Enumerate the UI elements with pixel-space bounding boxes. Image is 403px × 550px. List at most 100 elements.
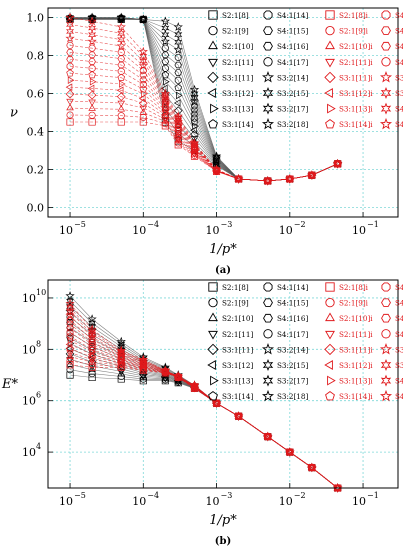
series-line <box>69 340 338 489</box>
legend-marker <box>208 58 218 68</box>
x-tick-label-exp: −1 <box>367 491 379 500</box>
legend-marker <box>262 374 274 387</box>
series-line <box>69 315 338 489</box>
data-point <box>88 373 96 382</box>
data-point <box>87 16 97 26</box>
legend-item: S4:1[15]i <box>381 26 403 36</box>
data-point <box>88 327 97 337</box>
legend-marker <box>207 88 216 98</box>
y-tick-label: 10 <box>22 395 36 408</box>
data-point <box>67 76 75 84</box>
data-point <box>139 51 148 61</box>
data-point <box>307 462 317 472</box>
legend-item: S3:2[15]i <box>380 358 403 372</box>
chart-panel-0: 10 −5 10 −4 10 −3 10 −2 10 −10.00.20.40.60.81.01/… <box>10 7 399 276</box>
data-point <box>139 56 148 66</box>
y-tick-label: 0.6 <box>27 88 45 101</box>
legend-item: S4:1[15] <box>263 26 308 36</box>
legend-marker <box>208 119 218 129</box>
data-point <box>174 29 183 40</box>
x-tick-label: 10 <box>132 495 146 508</box>
legend-label: S3:2[15] <box>277 89 308 98</box>
legend-item: S3:1[14] <box>208 391 253 401</box>
data-point <box>161 58 170 65</box>
data-point <box>87 350 95 359</box>
legend-label: S3:1[12]i <box>339 361 373 370</box>
data-point <box>189 380 200 390</box>
data-point <box>88 99 96 107</box>
data-point <box>190 93 199 103</box>
legend-marker <box>325 297 335 308</box>
legend-item: S3:1[12]i <box>324 360 373 370</box>
data-point <box>138 46 148 56</box>
legend-label: S3:2[14]i <box>395 73 403 82</box>
data-point <box>117 67 125 75</box>
legend-label: S4:1[14]i <box>395 283 403 292</box>
legend-marker <box>381 298 391 307</box>
data-point <box>189 138 200 147</box>
x-tick-label-exp: −3 <box>221 220 233 229</box>
data-point <box>65 344 73 353</box>
data-point <box>190 89 199 99</box>
data-point <box>66 69 74 77</box>
data-point <box>89 77 97 86</box>
legend-label: S3:2[17] <box>277 105 308 114</box>
legend-marker <box>208 10 218 20</box>
legend-item: S3:1[11] <box>207 71 253 84</box>
legend-item: S3:1[14]i <box>325 119 373 129</box>
legend-item: S3:1[13]i <box>327 103 373 114</box>
legend-marker <box>381 313 391 323</box>
data-point <box>66 350 74 357</box>
data-point <box>88 357 96 365</box>
legend-label: S2:1[11]i <box>339 58 373 67</box>
data-point <box>333 483 342 493</box>
data-point <box>66 62 74 70</box>
data-point <box>138 60 148 70</box>
legend-label: S3:2[14]i <box>395 345 403 354</box>
legend-label: S4:1[17]i <box>395 58 403 67</box>
data-point <box>173 106 183 115</box>
data-point <box>173 44 183 54</box>
data-point <box>66 118 74 126</box>
x-tick-label-exp: −4 <box>147 220 159 229</box>
series-line <box>69 303 338 489</box>
legend-label: S3:1[11] <box>222 345 253 354</box>
series-line <box>70 352 338 489</box>
legend-item: S4:1[16] <box>263 313 308 323</box>
data-point <box>161 91 170 101</box>
data-point <box>138 14 148 24</box>
legend-item: S4:2[18]i <box>379 117 403 130</box>
data-point <box>87 90 97 100</box>
data-point <box>211 164 222 174</box>
data-point <box>333 158 343 168</box>
legend-marker <box>380 358 392 372</box>
y-tick-label-exp: 8 <box>36 339 41 348</box>
data-point <box>65 311 75 320</box>
legend-label: S2:1[8] <box>222 283 249 292</box>
data-point <box>66 103 74 111</box>
legend-label: S4:1[15]i <box>395 27 403 36</box>
legend-item: S4:1[17] <box>263 57 308 67</box>
legend-marker <box>325 25 335 36</box>
data-point <box>66 307 75 317</box>
legend-item: S4:2[17]i <box>380 374 403 387</box>
data-point <box>234 174 243 184</box>
data-point <box>174 371 183 381</box>
legend-marker <box>263 10 273 20</box>
legend-marker <box>325 119 335 129</box>
data-point <box>285 447 294 457</box>
data-point <box>174 53 182 61</box>
legend-marker <box>325 391 335 401</box>
legend-item: S3:2[15]i <box>380 86 403 100</box>
legend-item: S3:2[14]i <box>379 71 403 83</box>
legend-marker <box>380 374 392 387</box>
legend-item: S2:1[11]i <box>325 330 373 340</box>
legend-marker <box>262 102 274 115</box>
legend-item: S2:1[9]i <box>325 297 369 308</box>
data-point <box>176 129 183 138</box>
legend-item: S4:2[17]i <box>380 102 403 115</box>
data-point <box>285 174 294 184</box>
legend-item: S3:1[13] <box>210 375 253 386</box>
x-tick-label-exp: −2 <box>294 220 306 229</box>
data-point <box>285 174 295 183</box>
